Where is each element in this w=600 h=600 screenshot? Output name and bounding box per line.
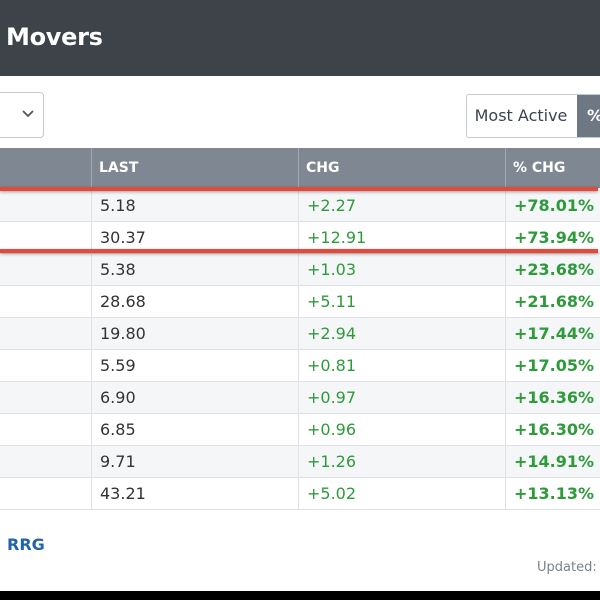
percent-change-cell: +14.91% [505, 446, 600, 478]
updated-timestamp: Updated: ( [537, 560, 600, 575]
most-active-button[interactable]: Most Active [474, 106, 568, 125]
table-header: LAST CHG % CHG [0, 148, 600, 188]
last-price-cell: 19.80 [91, 318, 298, 350]
symbol-cell [0, 382, 91, 414]
table-row[interactable]: 5.59 +0.81 +17.05% [0, 350, 600, 382]
chevron-down-icon [22, 110, 34, 118]
symbol-cell [0, 286, 91, 318]
panel-header: Movers [0, 0, 600, 76]
percent-button[interactable]: % [577, 95, 600, 137]
change-cell: +5.11 [298, 286, 505, 318]
column-header-last[interactable]: LAST [91, 148, 298, 188]
table-row[interactable]: 5.38 +1.03 +23.68% [0, 254, 600, 286]
table-row[interactable]: 9.71 +1.26 +14.91% [0, 446, 600, 478]
highlight-line-top [0, 187, 598, 191]
percent-change-cell: +73.94% [505, 222, 600, 254]
symbol-cell [0, 190, 91, 222]
table-row[interactable]: 5.18 +2.27 +78.01% [0, 190, 600, 222]
last-price-cell: 5.18 [91, 190, 298, 222]
percent-change-cell: +13.13% [505, 478, 600, 510]
percent-change-cell: +17.05% [505, 350, 600, 382]
symbol-cell [0, 318, 91, 350]
table-row[interactable]: 19.80 +2.94 +17.44% [0, 318, 600, 350]
percent-change-cell: +16.30% [505, 414, 600, 446]
symbol-cell [0, 446, 91, 478]
rrg-link[interactable]: RRG [7, 535, 45, 554]
percent-change-cell: +21.68% [505, 286, 600, 318]
table-row[interactable]: 6.90 +0.97 +16.36% [0, 382, 600, 414]
column-header-pct-chg[interactable]: % CHG [505, 148, 600, 188]
percent-change-cell: +16.36% [505, 382, 600, 414]
mode-toggle: Most Active % [466, 94, 600, 138]
table-row[interactable]: 6.85 +0.96 +16.30% [0, 414, 600, 446]
column-header-symbol[interactable] [0, 148, 91, 188]
table-row[interactable]: 43.21 +5.02 +13.13% [0, 478, 600, 510]
percent-change-cell: +78.01% [505, 190, 600, 222]
change-cell: +0.97 [298, 382, 505, 414]
column-header-chg[interactable]: CHG [298, 148, 505, 188]
change-cell: +0.81 [298, 350, 505, 382]
table-row[interactable]: 30.37 +12.91 +73.94% [0, 222, 600, 254]
last-price-cell: 9.71 [91, 446, 298, 478]
last-price-cell: 6.90 [91, 382, 298, 414]
last-price-cell: 30.37 [91, 222, 298, 254]
change-cell: +0.96 [298, 414, 505, 446]
last-price-cell: 5.38 [91, 254, 298, 286]
highlight-line-bottom [0, 249, 598, 253]
last-price-cell: 5.59 [91, 350, 298, 382]
panel-title: Movers [6, 23, 103, 51]
percent-change-cell: +23.68% [505, 254, 600, 286]
change-cell: +12.91 [298, 222, 505, 254]
change-cell: +5.02 [298, 478, 505, 510]
symbol-cell [0, 414, 91, 446]
filter-dropdown[interactable] [0, 92, 44, 138]
symbol-cell [0, 478, 91, 510]
symbol-cell [0, 350, 91, 382]
symbol-cell [0, 254, 91, 286]
last-price-cell: 43.21 [91, 478, 298, 510]
percent-change-cell: +17.44% [505, 318, 600, 350]
change-cell: +2.94 [298, 318, 505, 350]
last-price-cell: 28.68 [91, 286, 298, 318]
last-price-cell: 6.85 [91, 414, 298, 446]
table-row[interactable]: 28.68 +5.11 +21.68% [0, 286, 600, 318]
change-cell: +2.27 [298, 190, 505, 222]
change-cell: +1.03 [298, 254, 505, 286]
change-cell: +1.26 [298, 446, 505, 478]
